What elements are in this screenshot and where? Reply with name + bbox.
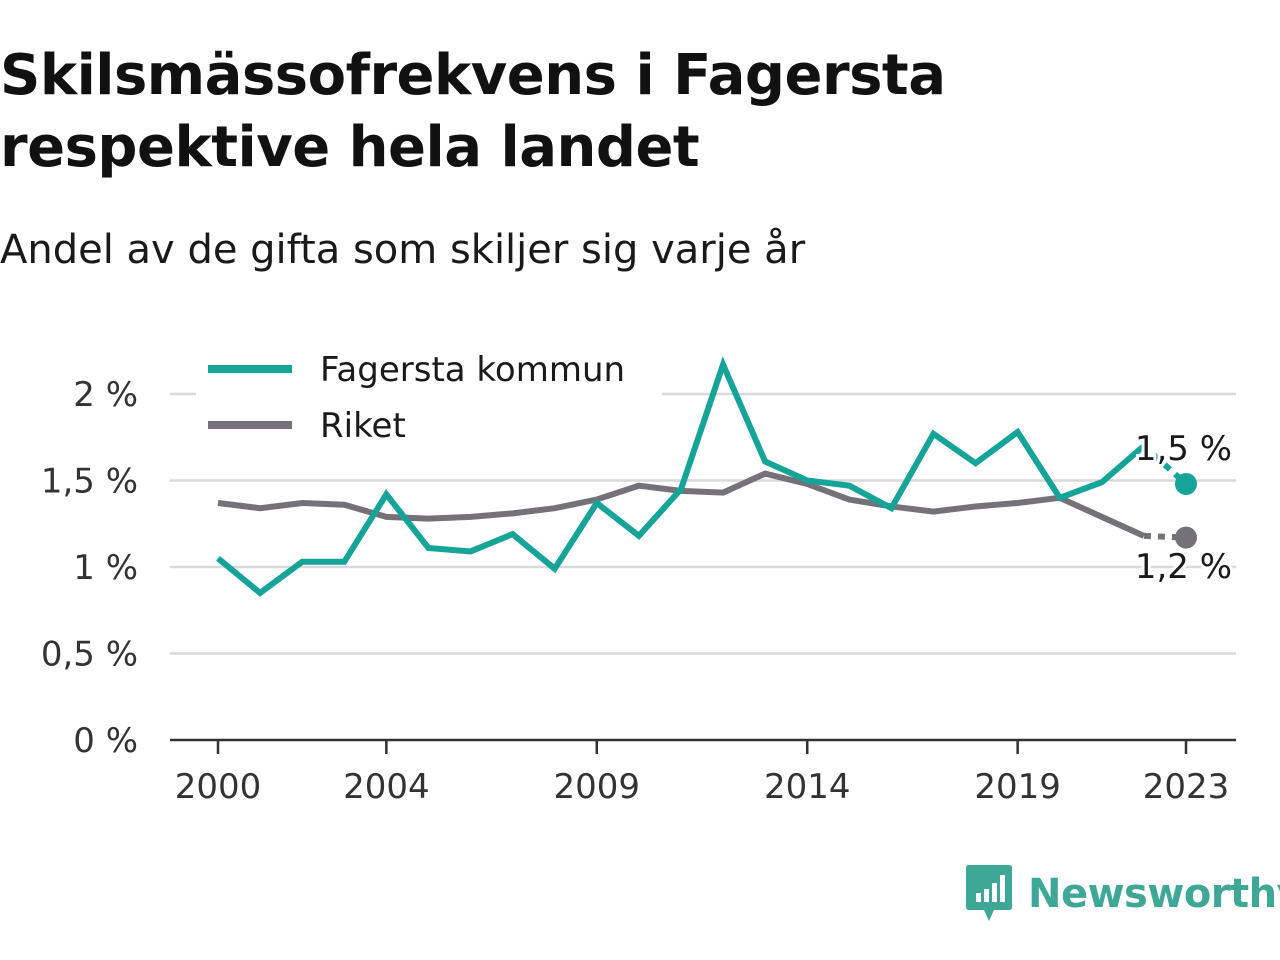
x-tick-label: 2004 <box>343 767 430 807</box>
x-tick-label: 2009 <box>554 767 641 807</box>
end-labels: 1,5 % 1,2 % <box>1132 426 1235 590</box>
y-tick-label: 0,5 % <box>41 635 138 675</box>
legend-background <box>196 342 662 454</box>
chart-subtitle: Andel av de gifta som skiljer sig varje … <box>0 227 806 273</box>
data-point <box>1175 472 1197 495</box>
x-tick-label: 2000 <box>175 767 262 807</box>
end-value-label: 1,2 % <box>1135 547 1232 587</box>
legend-label: Riket <box>320 406 406 446</box>
x-tick-label: 2019 <box>974 767 1061 807</box>
legend-label: Fagersta kommun <box>320 350 625 390</box>
brand-name: Newsworthy <box>1028 871 1280 917</box>
series-line <box>216 356 1146 597</box>
newsworthy-logo-icon <box>966 865 1012 921</box>
legend: Fagersta kommun Riket <box>196 342 662 454</box>
y-tick-label: 2 % <box>73 375 138 415</box>
chart-title: Skilsmässofrekvens i Fagersta respektive… <box>0 43 946 180</box>
y-tick-label: 0 % <box>73 721 138 761</box>
x-tick-label: 2023 <box>1143 767 1230 807</box>
data-point <box>1175 526 1197 549</box>
axes: 0 % 0,5 % 1 % 1,5 % 2 % 2000 2004 2009 2014 2019 2… <box>41 375 1236 807</box>
end-value-label: 1,5 % <box>1135 429 1232 469</box>
series-lines <box>216 356 1197 597</box>
newsworthy-logo: Newsworthy <box>964 862 1280 926</box>
y-tick-label: 1 % <box>73 548 138 588</box>
y-tick-label: 1,5 % <box>41 462 138 502</box>
x-tick-label: 2014 <box>764 767 851 807</box>
